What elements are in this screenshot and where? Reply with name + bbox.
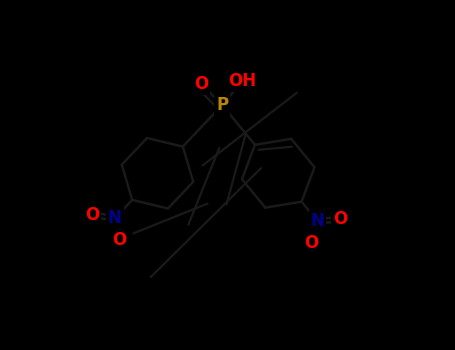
Text: O: O [333, 210, 347, 229]
Text: O: O [194, 75, 208, 93]
Text: N: N [311, 212, 324, 230]
Text: P: P [216, 96, 228, 114]
Text: O: O [112, 231, 126, 250]
Text: O: O [85, 206, 100, 224]
Text: O: O [304, 234, 318, 252]
Text: N: N [108, 209, 122, 227]
Text: OH: OH [228, 72, 256, 90]
